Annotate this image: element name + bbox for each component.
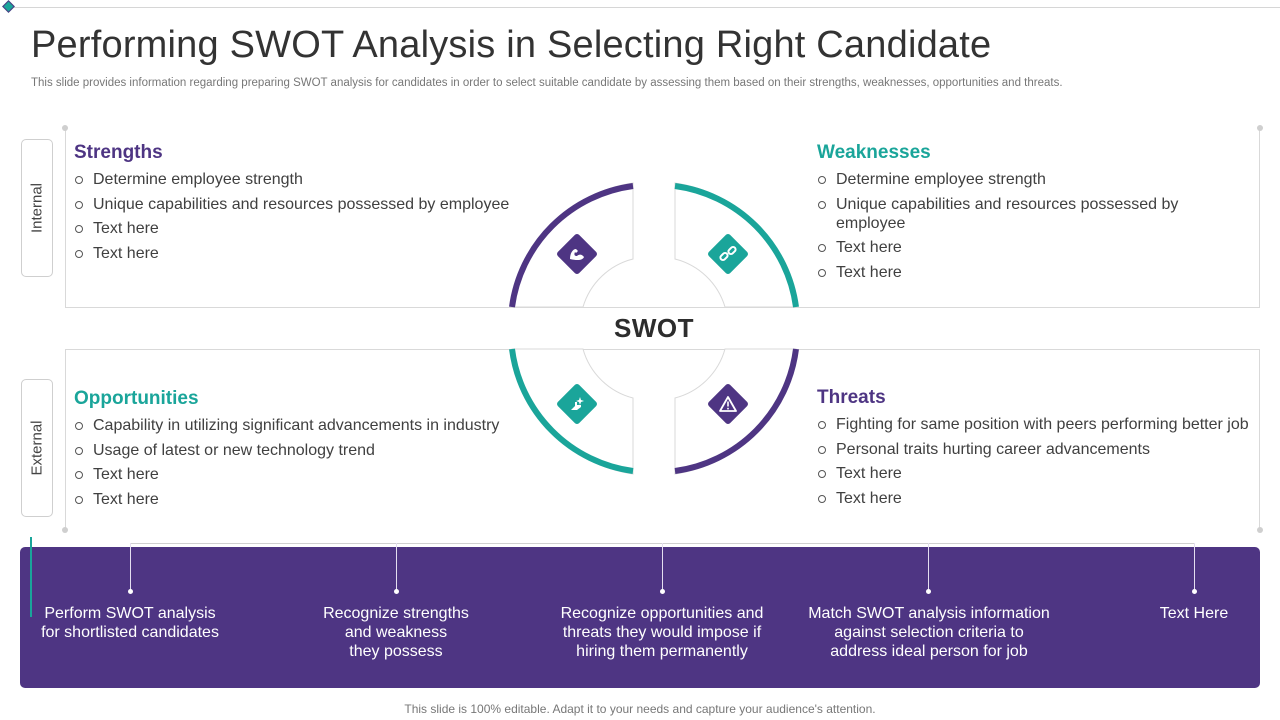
process-step-4: Match SWOT analysis information against …	[798, 604, 1060, 661]
step-dot	[1192, 589, 1197, 594]
arc-threats	[674, 348, 799, 474]
step-dot	[926, 589, 931, 594]
step-line: Match SWOT analysis information	[808, 605, 1050, 622]
step-dot	[660, 589, 665, 594]
corner-dot	[1257, 527, 1263, 533]
step-connector	[1194, 543, 1195, 590]
side-tab-internal: Internal	[21, 139, 53, 277]
broken-chain-icon	[713, 239, 743, 269]
step-line: hiring them permanently	[576, 643, 748, 660]
hand-sparkle-icon	[562, 389, 592, 419]
list-item: Text here	[74, 244, 514, 263]
step-connector	[928, 543, 929, 590]
step-line: they possess	[349, 643, 443, 660]
internal-panel	[65, 128, 1260, 308]
step-line: and weakness	[344, 624, 448, 641]
side-tab-external: External	[21, 379, 53, 517]
step-line: address ideal person for job	[830, 643, 1028, 660]
process-band	[20, 547, 1260, 688]
list-item: Text here	[817, 489, 1257, 508]
list-item: Text here	[817, 263, 1197, 282]
step-line: Perform SWOT analysis	[44, 605, 216, 622]
step-connector	[662, 543, 663, 590]
strengths-section: Strengths Determine employee strength Un…	[74, 142, 514, 268]
process-step-3: Recognize opportunities and threats they…	[542, 604, 782, 661]
threats-section: Threats Fighting for same position with …	[817, 387, 1257, 513]
opportunities-section: Opportunities Capability in utilizing si…	[74, 388, 514, 514]
step-line: Recognize opportunities and	[560, 605, 764, 622]
list-item: Fighting for same position with peers pe…	[817, 415, 1257, 434]
step-line: for shortlisted candidates	[41, 624, 219, 641]
weaknesses-section: Weaknesses Determine employee strength U…	[817, 142, 1197, 287]
list-item: Unique capabilities and resources posses…	[74, 195, 514, 214]
list-item: Capability in utilizing significant adva…	[74, 416, 514, 435]
arc-weaknesses	[674, 183, 799, 308]
corner-dot	[62, 125, 68, 131]
threats-list: Fighting for same position with peers pe…	[817, 415, 1257, 508]
corner-dot	[1257, 125, 1263, 131]
corner-dot	[62, 527, 68, 533]
list-item: Text here	[74, 219, 514, 238]
step-connector	[130, 543, 131, 590]
arc-opportunities	[509, 348, 634, 474]
arc-strengths	[509, 183, 634, 308]
top-rule	[14, 7, 1280, 8]
weaknesses-heading: Weaknesses	[817, 142, 931, 163]
step-line: Recognize strengths	[323, 605, 469, 622]
page-title: Performing SWOT Analysis in Selecting Ri…	[31, 24, 992, 66]
flexed-arm-icon	[562, 239, 592, 269]
list-item: Usage of latest or new technology trend	[74, 441, 514, 460]
external-panel	[65, 349, 1260, 530]
step-line: Text Here	[1159, 605, 1229, 622]
warning-icon	[713, 389, 743, 419]
list-item: Text here	[817, 238, 1197, 257]
process-step-5: Text Here	[1114, 604, 1274, 623]
page-subtitle: This slide provides information regardin…	[31, 77, 1063, 89]
list-item: Unique capabilities and resources posses…	[817, 195, 1197, 233]
footer-note: This slide is 100% editable. Adapt it to…	[404, 702, 876, 716]
strengths-icon-badge	[555, 232, 599, 276]
strengths-list: Determine employee strength Unique capab…	[74, 170, 514, 263]
list-item: Text here	[817, 464, 1257, 483]
accent-bar	[30, 537, 32, 617]
list-item: Determine employee strength	[74, 170, 514, 189]
list-item: Text here	[74, 465, 514, 484]
step-dot	[128, 589, 133, 594]
process-step-1: Perform SWOT analysis for shortlisted ca…	[30, 604, 230, 642]
step-dot	[394, 589, 399, 594]
list-item: Determine employee strength	[817, 170, 1197, 189]
strengths-heading: Strengths	[74, 142, 163, 163]
swot-center-label: SWOT	[614, 313, 694, 343]
step-connector	[396, 543, 397, 590]
opportunities-heading: Opportunities	[74, 388, 199, 409]
weaknesses-list: Determine employee strength Unique capab…	[817, 170, 1197, 282]
weaknesses-icon-badge	[706, 232, 750, 276]
list-item: Text here	[74, 490, 514, 509]
step-line: against selection criteria to	[834, 624, 1024, 641]
step-line: threats they would impose if	[562, 624, 762, 641]
process-step-2: Recognize strengths and weakness they po…	[286, 604, 506, 661]
threats-heading: Threats	[817, 387, 886, 408]
list-item: Personal traits hurting career advanceme…	[817, 440, 1257, 459]
threats-icon-badge	[706, 382, 750, 426]
opportunities-icon-badge	[555, 382, 599, 426]
opportunities-list: Capability in utilizing significant adva…	[74, 416, 514, 509]
